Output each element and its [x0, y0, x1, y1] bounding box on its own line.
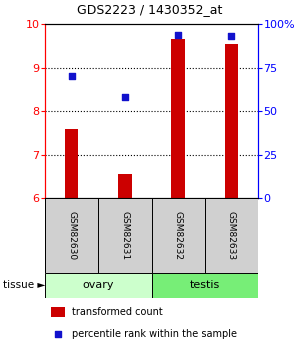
Bar — [152, 198, 205, 273]
Text: GSM82630: GSM82630 — [67, 211, 76, 260]
Text: GSM82631: GSM82631 — [120, 211, 129, 260]
Text: percentile rank within the sample: percentile rank within the sample — [72, 329, 237, 339]
Bar — [98, 198, 152, 273]
Bar — [45, 273, 152, 298]
Point — [56, 331, 61, 337]
Bar — [152, 273, 258, 298]
Bar — [51, 307, 65, 317]
Bar — [225, 44, 238, 198]
Bar — [118, 175, 131, 198]
Text: GSM82632: GSM82632 — [174, 211, 183, 260]
Point — [229, 33, 234, 39]
Text: testis: testis — [190, 280, 220, 290]
Text: transformed count: transformed count — [72, 307, 162, 317]
Bar — [65, 129, 78, 198]
Text: ovary: ovary — [82, 280, 114, 290]
Text: GDS2223 / 1430352_at: GDS2223 / 1430352_at — [77, 3, 223, 17]
Point — [69, 74, 74, 79]
Text: tissue ►: tissue ► — [3, 280, 45, 290]
Bar — [172, 39, 185, 198]
Bar — [45, 198, 98, 273]
Bar — [205, 198, 258, 273]
Point — [176, 32, 181, 37]
Text: GSM82633: GSM82633 — [227, 211, 236, 260]
Point — [122, 95, 127, 100]
